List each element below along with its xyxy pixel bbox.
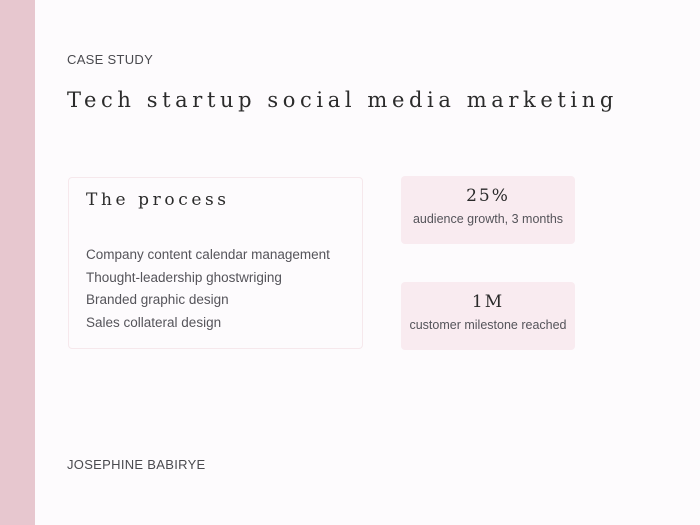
accent-sidebar <box>0 0 35 525</box>
stat-value: 1M <box>471 292 505 312</box>
stat-label: customer milestone reached <box>409 318 567 332</box>
stat-label: audience growth, 3 months <box>412 212 564 226</box>
eyebrow-label: CASE STUDY <box>67 52 154 67</box>
stat-value: 25% <box>466 186 510 206</box>
stat-card-audience-growth: 25% audience growth, 3 months <box>401 176 575 244</box>
process-list: Company content calendar management Thou… <box>86 244 330 334</box>
process-item: Thought-leadership ghostwriging <box>86 269 282 285</box>
process-item: Company content calendar management <box>86 247 330 262</box>
page-title: Tech startup social media marketing <box>67 88 618 112</box>
process-item: Sales collateral design <box>86 314 222 330</box>
author-name: JOSEPHINE BABIRYE <box>67 457 206 472</box>
process-title: The process <box>86 190 230 210</box>
process-item: Branded graphic design <box>86 292 229 307</box>
stat-card-customer-milestone: 1M customer milestone reached <box>401 282 575 350</box>
process-card: The process Company content calendar man… <box>68 177 363 349</box>
